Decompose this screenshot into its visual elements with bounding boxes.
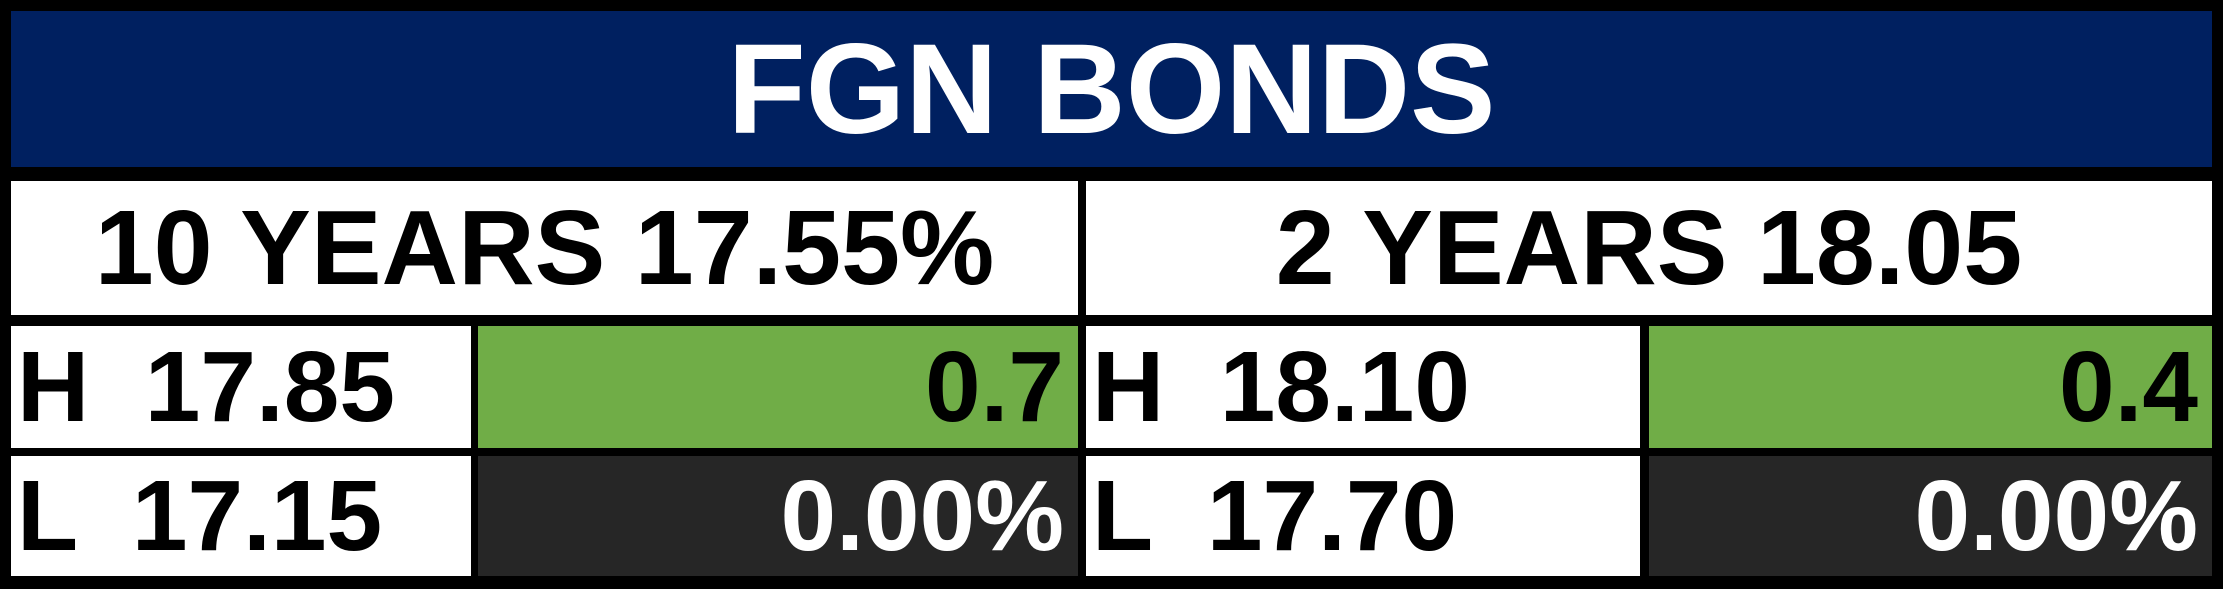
high-label: H 18.10 xyxy=(1086,326,1640,448)
low-change: 0.00% xyxy=(1649,456,2212,576)
title: FGN BONDS xyxy=(11,11,2212,167)
column-header: 10 YEARS 17.55% xyxy=(11,181,1078,315)
high-change: 0.4 xyxy=(1649,326,2212,448)
high-change: 0.7 xyxy=(478,326,1078,448)
low-label: L 17.70 xyxy=(1086,456,1640,576)
high-label: H 17.85 xyxy=(11,326,471,448)
low-change: 0.00% xyxy=(478,456,1078,576)
column-header: 2 YEARS 18.05 xyxy=(1086,181,2212,315)
low-label: L 17.15 xyxy=(11,456,471,576)
